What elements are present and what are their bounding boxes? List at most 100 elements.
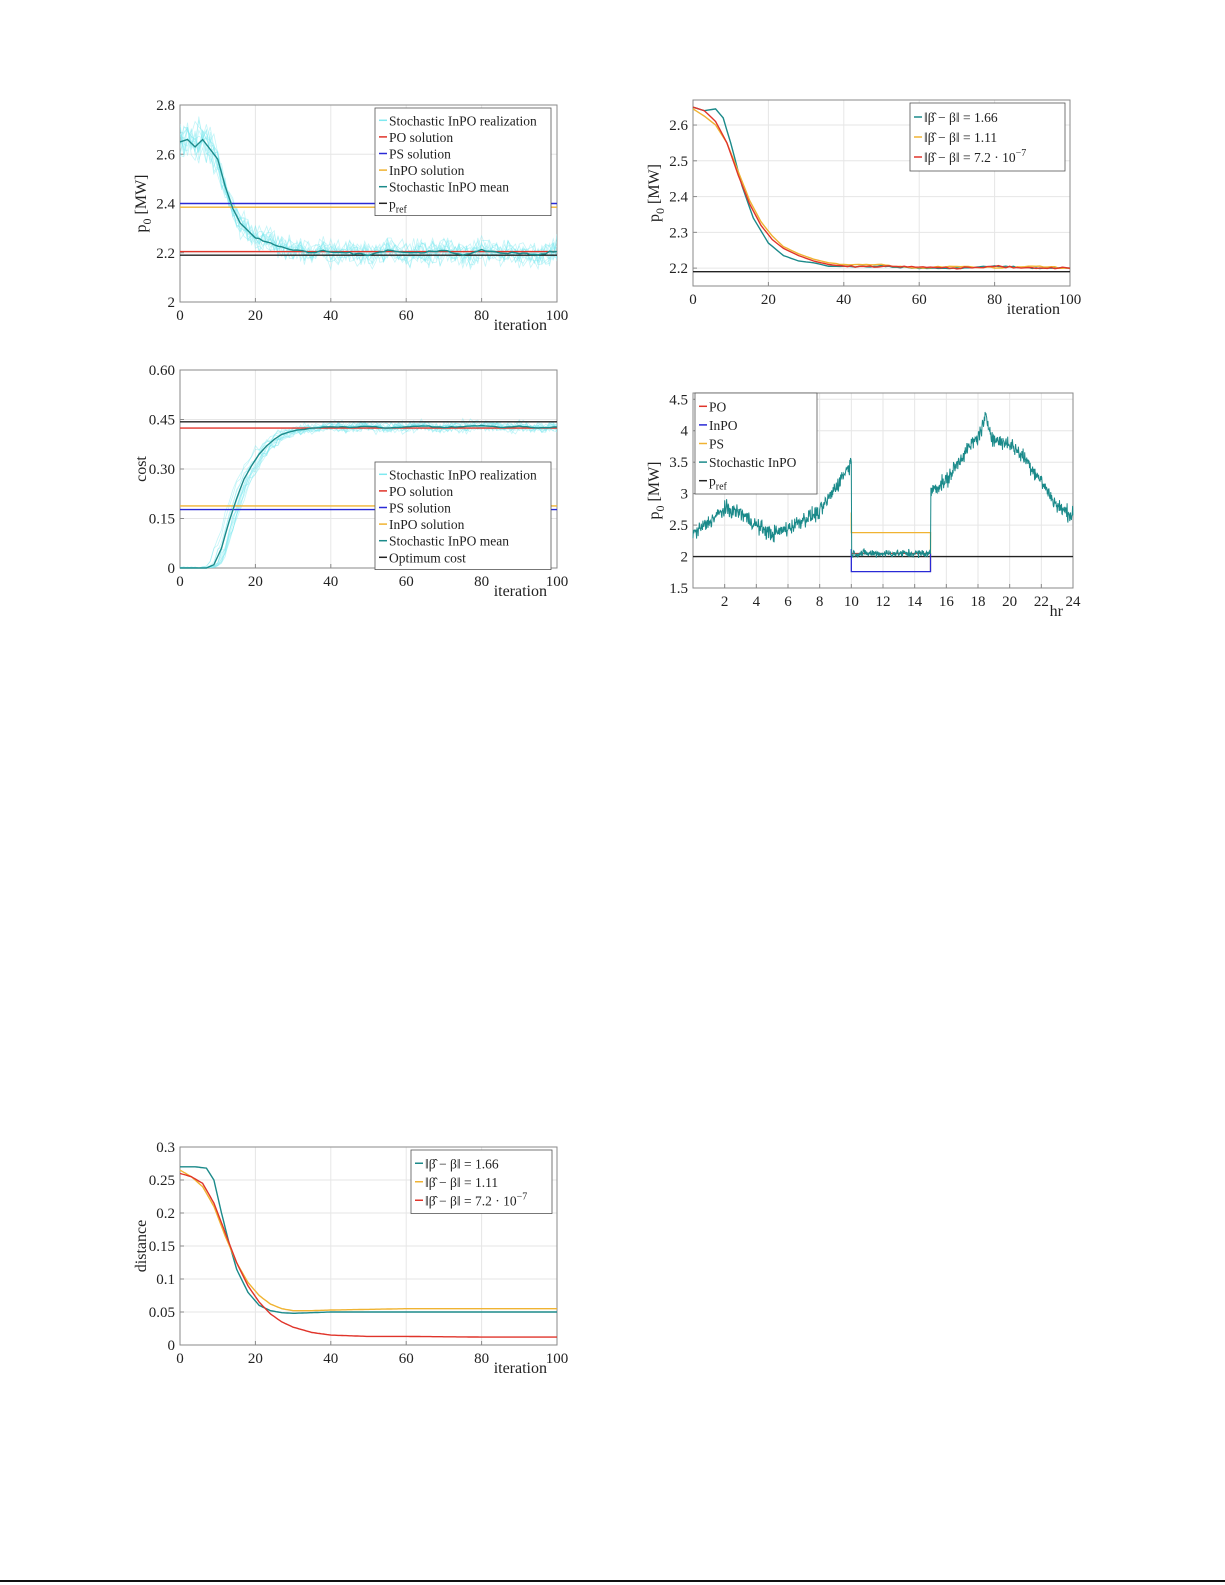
series-line-0 (180, 1166, 557, 1314)
x-tick-label: 40 (836, 292, 851, 308)
x-tick-label: 10 (844, 594, 859, 610)
legend-entry: InPO solution (389, 163, 465, 178)
y-tick-label: 2.4 (669, 190, 688, 206)
stochastic-line (692, 411, 1074, 559)
x-tick-label: 80 (474, 574, 489, 590)
x-axis-label: iteration (494, 1360, 547, 1377)
x-axis-label: iteration (494, 583, 547, 600)
tick-labels: 0 20 40 60 80 100 2 2.2 2.4 2.6 2.8 (156, 98, 568, 324)
inpo-window-line (850, 549, 932, 573)
legend: ‖β̂ − β‖ = 1.66‖β̂ − β‖ = 1.11‖β̂ − β‖ =… (410, 1149, 553, 1214)
legend-entry: InPO solution (389, 517, 465, 532)
x-axis-label: iteration (1007, 301, 1060, 318)
mean-line (180, 424, 558, 569)
legend-box (374, 107, 552, 216)
y-tick-label: 1.5 (669, 581, 688, 597)
x-tick-label: 40 (323, 308, 338, 324)
legend-entry: ‖β̂ − β‖ = 7.2 · 10−7 (924, 148, 1026, 165)
legend-entry: ‖β̂ − β‖ = 1.66 (425, 1156, 499, 1171)
y-tick-label: 2.2 (669, 261, 688, 277)
x-tick-label: 24 (1066, 594, 1082, 610)
x-tick-label: 100 (546, 1351, 569, 1367)
x-tick-label: 0 (176, 1351, 184, 1367)
y-tick-label: 2.2 (156, 246, 175, 262)
realization-line (180, 120, 557, 271)
y-tick-label: 0 (168, 561, 176, 577)
legend: PO InPO PS Stochastic InPO pref (694, 392, 818, 495)
x-tick-label: 14 (907, 594, 923, 610)
realization-line (180, 128, 557, 265)
realization-line (180, 125, 557, 270)
tick-labels: 0 20 40 60 80 100 0 0.05 0.1 0.15 0.2 0.25 0.3 (149, 1140, 569, 1367)
x-tick-label: 22 (1034, 594, 1049, 610)
y-axis-label: p0 [MW] (646, 462, 667, 520)
x-tick-label: 100 (546, 308, 569, 324)
series-line-2 (179, 1172, 557, 1338)
x-tick-label: 0 (176, 574, 184, 590)
y-tick-label: 0 (168, 1338, 176, 1354)
legend-entry: Stochastic InPO (709, 455, 797, 470)
legend-box (410, 1149, 553, 1214)
series-line-2 (692, 106, 1071, 270)
chart-cost-iteration: 0 20 40 60 80 100 0 0.15 0.30 0.45 0.60 iteration co… (133, 363, 568, 600)
chart-p0-iteration-beta: 0 20 40 60 80 100 2.2 2.3 2.4 2.5 2.6 iteration p0 [… (646, 99, 1082, 318)
legend: Stochastic InPO realization PO solution PS… (374, 461, 552, 570)
x-tick-label: 80 (474, 1351, 489, 1367)
legend-entry: Stochastic InPO mean (389, 180, 509, 195)
y-tick-label: 2.3 (669, 225, 688, 241)
y-tick-label: 0.60 (149, 363, 175, 379)
legend-entry: PS (709, 437, 724, 452)
x-tick-label: 100 (1059, 292, 1082, 308)
y-tick-label: 2.6 (156, 147, 175, 163)
y-tick-label: 0.15 (149, 512, 175, 528)
y-tick-label: 0.25 (149, 1173, 175, 1189)
x-tick-label: 6 (784, 594, 792, 610)
page-bottom-rule (0, 1580, 1225, 1582)
x-axis-label: hr (1050, 603, 1064, 620)
y-tick-label: 0.05 (149, 1305, 175, 1321)
legend-entry: Stochastic InPO mean (389, 534, 509, 549)
x-tick-label: 20 (1002, 594, 1017, 610)
legend-box (909, 102, 1066, 172)
plot-frame (692, 99, 1071, 287)
legend-entry: PS solution (389, 501, 451, 516)
y-tick-label: 0.45 (149, 413, 175, 429)
y-tick-label: 2.4 (156, 197, 175, 213)
mean-line (179, 138, 558, 257)
chart-p0-hr: 2 4 6 8 10 12 14 16 18 20 22 241.522.533.544.5hrp0 … (646, 392, 1081, 620)
legend: ‖β̂ − β‖ = 1.66‖β̂ − β‖ = 1.11‖β̂ − β‖ =… (909, 102, 1066, 172)
y-tick-label: 2.5 (669, 154, 688, 170)
y-tick-label: 3 (681, 487, 689, 503)
x-tick-label: 20 (248, 308, 263, 324)
legend-entry: Stochastic InPO realization (389, 113, 537, 128)
y-axis-label: distance (133, 1220, 150, 1272)
x-tick-label: 80 (474, 308, 489, 324)
y-axis-label: cost (133, 456, 150, 482)
x-tick-label: 60 (399, 1351, 414, 1367)
legend-entry: PO solution (389, 130, 453, 145)
y-tick-label: 0.15 (149, 1239, 175, 1255)
x-tick-label: 18 (971, 594, 986, 610)
x-tick-label: 20 (761, 292, 776, 308)
legend-entry: PS solution (389, 147, 451, 162)
realization-line (180, 420, 557, 568)
y-tick-label: 0.2 (156, 1206, 175, 1222)
realization-line (180, 122, 557, 265)
chart-distance-iteration: 0 20 40 60 80 100 0 0.05 0.1 0.15 0.2 0.25 0.3 iterat… (133, 1140, 568, 1377)
realization-line (180, 132, 557, 269)
y-axis-label: p0 [MW] (646, 164, 667, 222)
y-tick-label: 3.5 (669, 455, 688, 471)
y-axis-label: p0 [MW] (133, 175, 154, 233)
legend: Stochastic InPO realization PO solution PS… (374, 107, 552, 216)
legend-entry: pref (389, 196, 408, 215)
chart-p0-iteration: 0 20 40 60 80 100 2 2.2 2.4 2.6 2.8 iteration p0 [MW… (133, 98, 568, 334)
y-tick-label: 2 (168, 295, 176, 311)
x-tick-label: 40 (323, 574, 338, 590)
series-line-1 (179, 1169, 557, 1312)
realization-line (180, 420, 557, 568)
legend-entry: ‖β̂ − β‖ = 1.66 (924, 110, 998, 125)
x-tick-label: 2 (721, 594, 729, 610)
x-tick-label: 0 (176, 308, 184, 324)
x-tick-label: 40 (323, 1351, 338, 1367)
